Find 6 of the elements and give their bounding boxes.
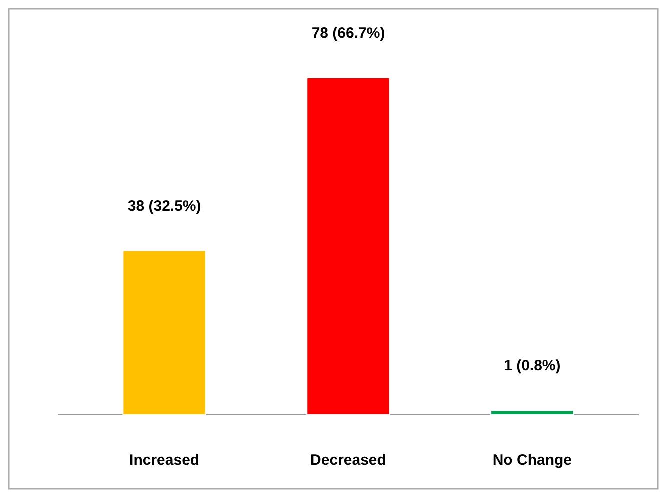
data-label: 38 (32.5%) <box>128 198 202 215</box>
x-tick-label: Increased <box>130 452 200 469</box>
data-label: 78 (66.7%) <box>312 25 386 42</box>
x-tick-label: No Change <box>492 452 572 469</box>
data-label: 1 (0.8%) <box>504 358 561 375</box>
x-tick-label: Decreased <box>310 452 386 469</box>
